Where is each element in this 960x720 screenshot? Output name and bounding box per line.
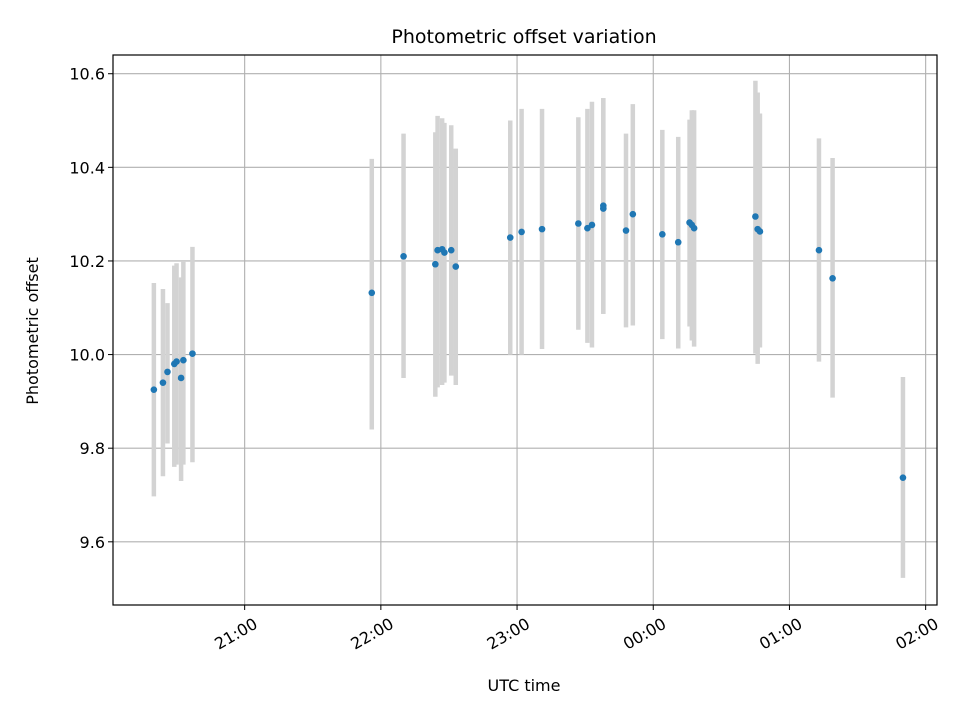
y-tick-label: 10.4 bbox=[69, 158, 105, 177]
data-point bbox=[538, 225, 546, 233]
data-point bbox=[600, 205, 607, 212]
data-point bbox=[173, 358, 180, 365]
data-point bbox=[159, 379, 167, 386]
y-tick-label: 10.2 bbox=[69, 252, 105, 271]
data-point bbox=[518, 228, 525, 236]
data-point bbox=[829, 274, 836, 282]
errorbars bbox=[151, 80, 906, 578]
x-tick-label: 00:00 bbox=[620, 614, 669, 654]
data-point bbox=[400, 252, 407, 260]
y-tick-label: 10.0 bbox=[69, 346, 105, 365]
data-point bbox=[659, 230, 666, 238]
data-point bbox=[452, 263, 460, 270]
data-point bbox=[575, 220, 582, 227]
data-point bbox=[584, 224, 591, 232]
data-point bbox=[815, 246, 823, 254]
y-tick-label: 10.6 bbox=[69, 65, 105, 84]
grid bbox=[113, 55, 937, 605]
y-axis-ticks: 9.6 9.8 10.0 10.2 10.4 10.6 bbox=[69, 65, 113, 552]
data-point bbox=[690, 224, 698, 232]
chart-title: Photometric offset variation bbox=[391, 26, 656, 48]
data-point bbox=[752, 213, 759, 220]
data-point bbox=[441, 249, 448, 256]
data-point bbox=[629, 210, 637, 218]
data-point bbox=[368, 289, 376, 297]
data-point bbox=[756, 228, 764, 235]
data-point bbox=[177, 374, 185, 382]
data-point bbox=[164, 368, 171, 376]
y-tick-label: 9.6 bbox=[80, 533, 105, 552]
data-point bbox=[622, 227, 630, 234]
x-axis-label: UTC time bbox=[488, 676, 561, 695]
data-point bbox=[899, 474, 907, 481]
data-point bbox=[180, 356, 187, 364]
x-tick-label: 02:00 bbox=[892, 614, 941, 654]
x-tick-label: 23:00 bbox=[484, 614, 533, 654]
x-tick-label: 21:00 bbox=[211, 614, 260, 654]
plot-frame bbox=[112, 54, 938, 606]
data-point bbox=[432, 260, 439, 268]
data-point bbox=[189, 350, 196, 357]
y-tick-label: 9.8 bbox=[80, 439, 105, 458]
data-point bbox=[447, 246, 455, 254]
y-axis-label: Photometric offset bbox=[23, 257, 42, 405]
data-points bbox=[150, 202, 907, 481]
data-point bbox=[150, 386, 158, 393]
data-point bbox=[674, 238, 682, 246]
x-axis-ticks: 21:00 22:00 23:00 00:00 01:00 02:00 bbox=[211, 605, 942, 654]
x-tick-label: 01:00 bbox=[756, 614, 805, 654]
x-tick-label: 22:00 bbox=[347, 614, 396, 654]
data-point bbox=[506, 234, 514, 241]
data-point bbox=[588, 221, 596, 229]
